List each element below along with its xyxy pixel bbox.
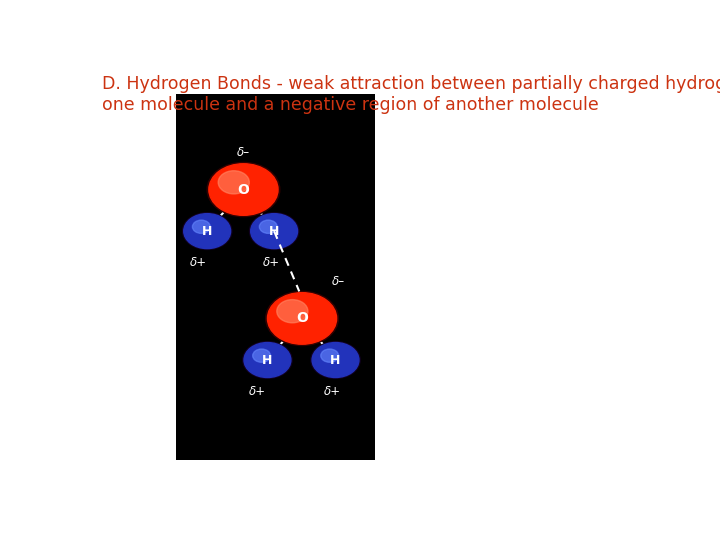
Circle shape xyxy=(184,214,230,248)
Text: δ+: δ+ xyxy=(263,256,280,269)
Circle shape xyxy=(183,213,232,249)
Circle shape xyxy=(251,214,297,248)
Text: H: H xyxy=(202,225,212,238)
Circle shape xyxy=(311,342,360,379)
Text: O: O xyxy=(296,312,308,326)
Circle shape xyxy=(259,220,277,233)
Text: O: O xyxy=(238,183,249,197)
Circle shape xyxy=(192,220,210,233)
Circle shape xyxy=(266,292,338,346)
Text: δ+: δ+ xyxy=(249,384,266,397)
Circle shape xyxy=(320,349,338,362)
Text: one molecule and a negative region of another molecule: one molecule and a negative region of an… xyxy=(102,96,599,114)
Text: δ–: δ– xyxy=(332,275,345,288)
Circle shape xyxy=(253,349,271,362)
Text: δ+: δ+ xyxy=(324,384,341,397)
Circle shape xyxy=(209,164,278,215)
Circle shape xyxy=(267,293,337,344)
Circle shape xyxy=(218,171,249,194)
Circle shape xyxy=(250,213,299,249)
Circle shape xyxy=(207,163,280,217)
Circle shape xyxy=(244,342,291,377)
Circle shape xyxy=(312,342,359,377)
Text: D. Hydrogen Bonds - weak attraction between partially charged hydrogen atom in: D. Hydrogen Bonds - weak attraction betw… xyxy=(102,75,720,93)
Bar xyxy=(176,94,374,460)
Text: δ+: δ+ xyxy=(190,256,207,269)
Text: H: H xyxy=(262,354,273,367)
Circle shape xyxy=(243,342,292,379)
Text: H: H xyxy=(330,354,341,367)
Text: δ–: δ– xyxy=(237,146,250,159)
Text: H: H xyxy=(269,225,279,238)
Circle shape xyxy=(276,300,308,323)
